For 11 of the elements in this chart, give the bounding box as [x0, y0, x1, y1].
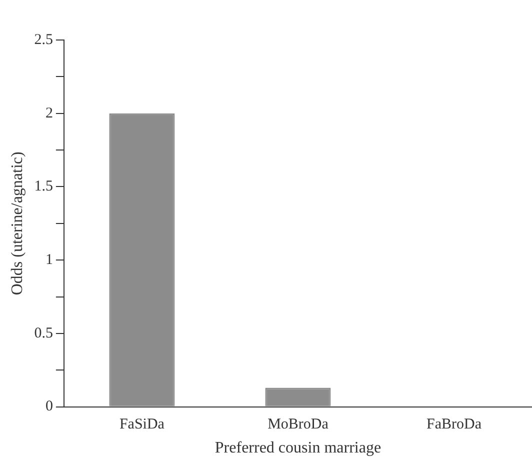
y-tick-label: 0.5: [34, 325, 53, 342]
y-tick-label: 2.5: [34, 32, 53, 48]
y-tick-label: 2: [45, 105, 53, 122]
x-tick-label: FaBroDa: [426, 416, 482, 433]
y-tick-label: 1: [45, 252, 53, 268]
x-tick-label: MoBroDa: [268, 416, 329, 433]
y-axis-title: Odds (uterine/agnatic): [8, 152, 26, 296]
y-tick-label: 1.5: [34, 178, 53, 195]
x-tick-label: FaSiDa: [119, 416, 165, 433]
y-tick-label: 0: [45, 398, 53, 415]
x-axis-title: Preferred cousin marriage: [214, 440, 382, 457]
